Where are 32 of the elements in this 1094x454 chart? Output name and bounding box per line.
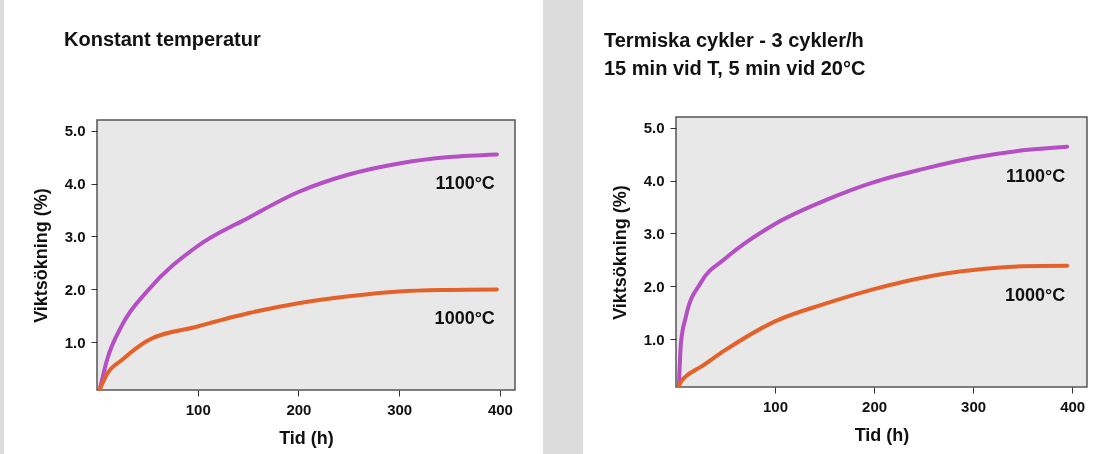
- y-tick-label: 4.0: [64, 175, 86, 193]
- line-series: [98, 287, 499, 391]
- y-tick-label: 3.0: [643, 224, 665, 242]
- chart-title: Konstant temperatur: [64, 28, 261, 50]
- x-tick-label: 300: [387, 400, 413, 418]
- y-tick-label: 3.0: [64, 227, 86, 245]
- y-axis-title: Viktsökning (%): [609, 185, 630, 320]
- x-tick-label: 100: [763, 397, 789, 415]
- chart-subtitle: 15 min vid T, 5 min vid 20°C: [604, 57, 866, 79]
- line-series: [676, 144, 1070, 387]
- x-tick-label: 400: [1060, 397, 1086, 415]
- y-tick-label: 1.0: [643, 330, 665, 348]
- x-tick-label: 100: [185, 400, 211, 418]
- y-tick-label: 2.0: [643, 277, 665, 295]
- series-label: 1000°C: [434, 308, 495, 329]
- series-label: 1100°C: [1005, 165, 1066, 186]
- x-tick-label: 400: [487, 400, 513, 418]
- x-axis-title: Tid (h): [279, 427, 334, 448]
- series-label: 1000°C: [1004, 284, 1066, 305]
- x-axis-title: Tid (h): [854, 424, 910, 445]
- x-tick-label: 200: [286, 400, 312, 418]
- y-tick-label: 5.0: [64, 122, 86, 140]
- line-series: [676, 263, 1070, 388]
- y-axis-title: Viktsökning (%): [30, 188, 51, 323]
- x-tick-label: 300: [961, 397, 987, 415]
- y-tick-label: 4.0: [643, 172, 665, 190]
- x-tick-label: 200: [862, 397, 888, 415]
- y-tick-label: 5.0: [643, 119, 665, 137]
- y-tick-label: 2.0: [64, 280, 86, 298]
- series-label: 1100°C: [435, 173, 495, 194]
- y-tick-label: 1.0: [64, 333, 86, 351]
- chart-title: Termiska cykler - 3 cykler/h: [604, 29, 864, 51]
